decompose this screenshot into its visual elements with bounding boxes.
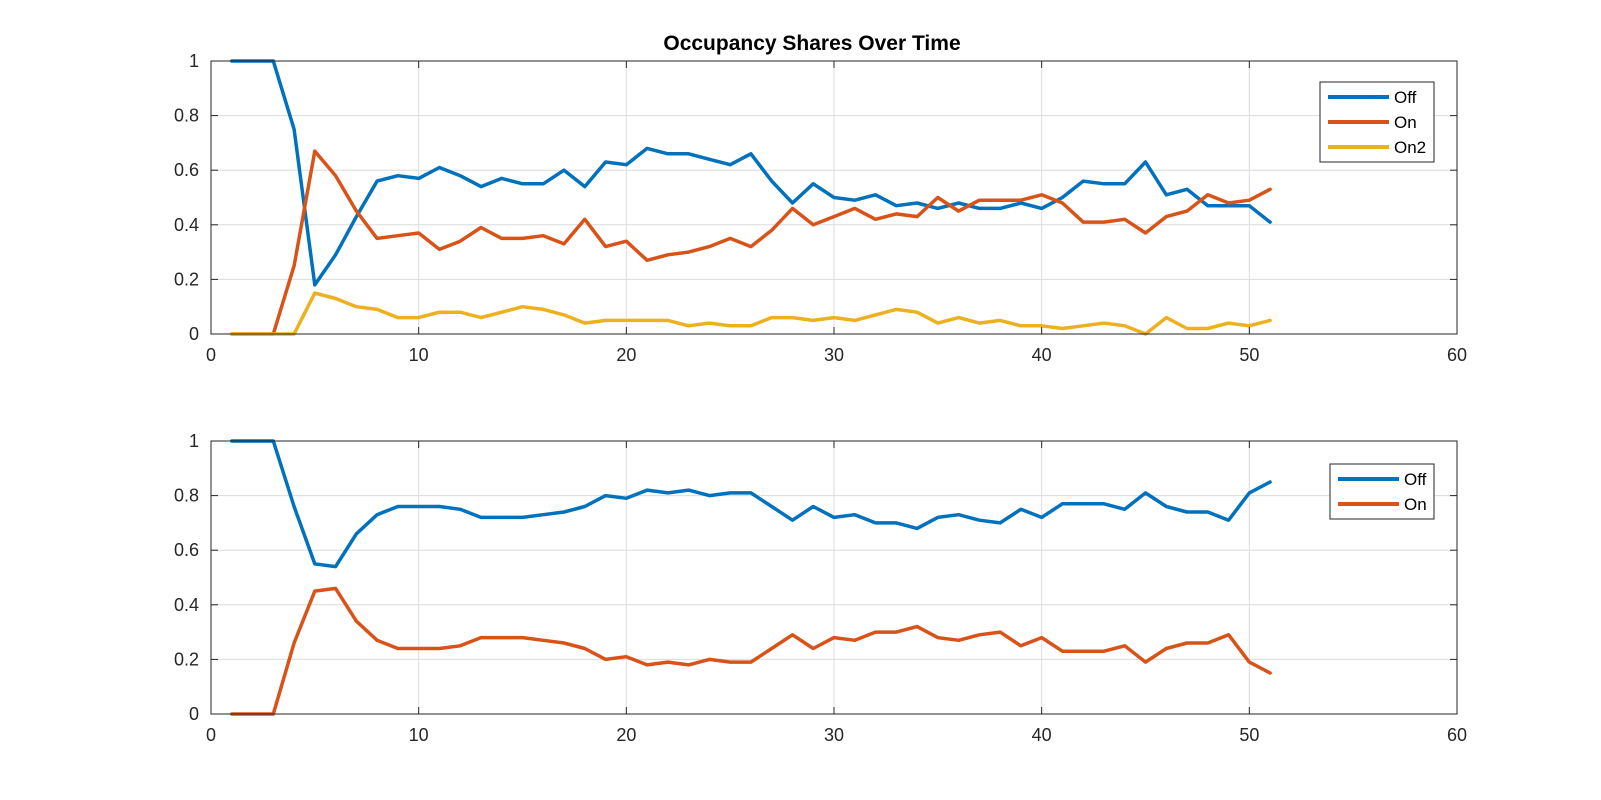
x-tick-label: 20: [616, 725, 636, 745]
chart-title: Occupancy Shares Over Time: [663, 32, 960, 55]
legend-label-on: On: [1404, 495, 1427, 514]
series-line-on: [230, 149, 1272, 336]
x-tick-label: 10: [409, 345, 429, 365]
top-chart: 0 10 20 30 40 50 60 0 0.2 0.4 0.6 0.8 1 Off On On2: [174, 51, 1467, 365]
x-tick-label: 30: [824, 725, 844, 745]
series-line-on: [230, 586, 1272, 716]
series-line-off: [230, 439, 1272, 569]
series-line-on2: [230, 291, 1272, 336]
legend-label-off: Off: [1394, 88, 1417, 107]
series-line-off: [230, 59, 1272, 287]
y-tick-label: 0: [189, 704, 199, 724]
x-tick-label: 30: [824, 345, 844, 365]
y-tick-label: 1: [189, 51, 199, 71]
y-tick-label: 1: [189, 431, 199, 451]
y-tick-label: 0.8: [174, 486, 199, 506]
y-tick-label: 0.4: [174, 595, 199, 615]
legend-label-on2: On2: [1394, 138, 1426, 157]
y-tick-label: 0.2: [174, 649, 199, 669]
x-tick-label: 50: [1239, 345, 1259, 365]
x-tick-label: 40: [1032, 725, 1052, 745]
x-tick-label: 60: [1447, 725, 1467, 745]
y-tick-label: 0.2: [174, 269, 199, 289]
x-tick-label: 60: [1447, 345, 1467, 365]
legend-box: [1329, 463, 1435, 520]
x-tick-label: 20: [616, 345, 636, 365]
y-tick-label: 0: [189, 324, 199, 344]
legend-label-on: On: [1394, 113, 1417, 132]
y-tick-label: 0.6: [174, 540, 199, 560]
y-tick-label: 0.6: [174, 160, 199, 180]
legend: Off On: [1329, 463, 1435, 520]
bottom-chart: 0 10 20 30 40 50 60 0 0.2 0.4 0.6 0.8 1 Off On: [174, 431, 1467, 745]
x-tick-label: 0: [206, 725, 216, 745]
y-tick-label: 0.4: [174, 215, 199, 235]
x-tick-label: 50: [1239, 725, 1259, 745]
legend: Off On On2: [1319, 81, 1435, 163]
y-tick-label: 0.8: [174, 106, 199, 126]
x-tick-label: 40: [1032, 345, 1052, 365]
legend-label-off: Off: [1404, 470, 1427, 489]
x-tick-label: 10: [409, 725, 429, 745]
x-tick-label: 0: [206, 345, 216, 365]
